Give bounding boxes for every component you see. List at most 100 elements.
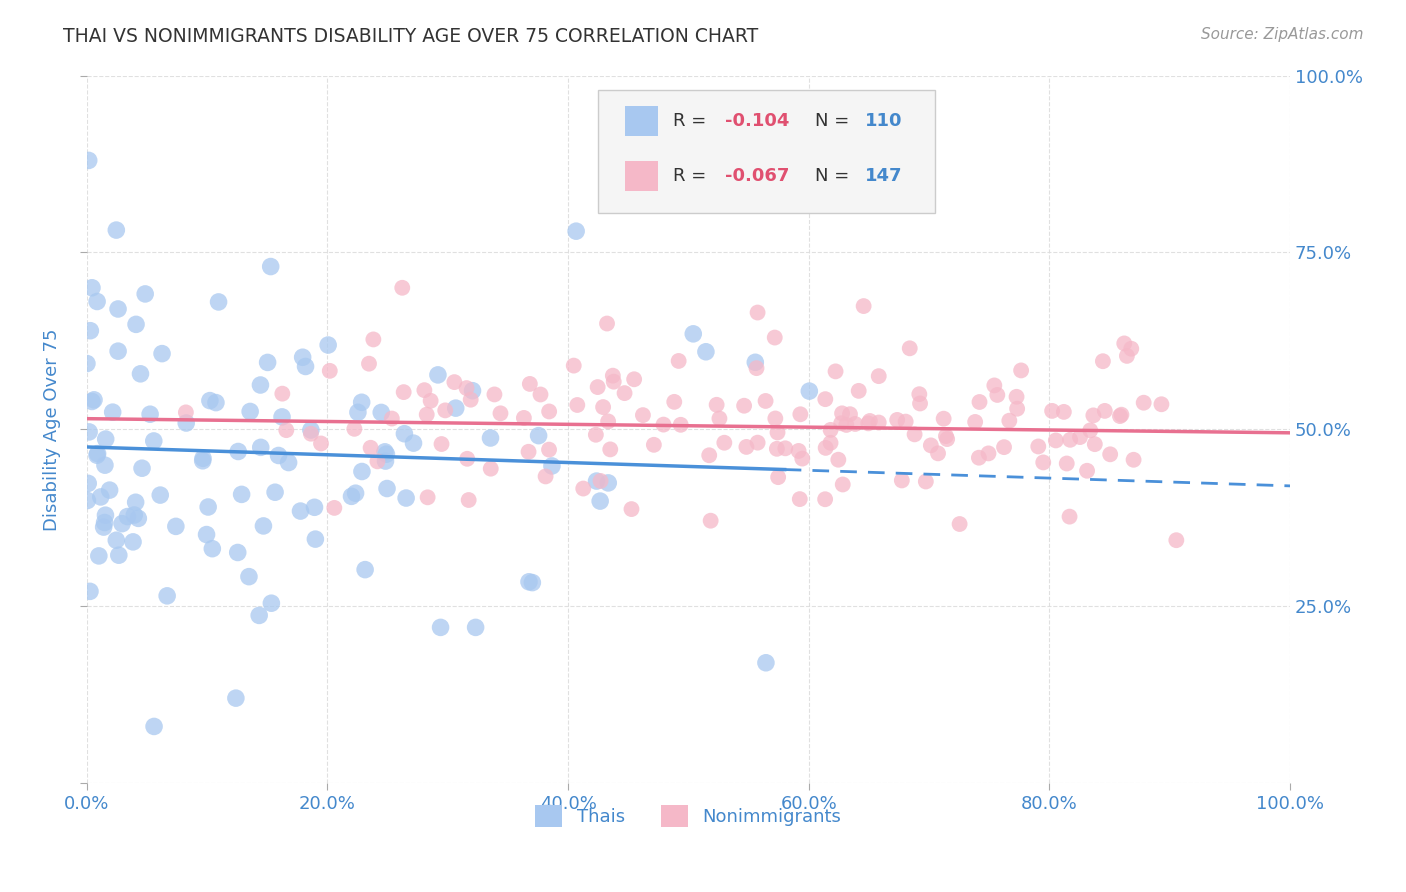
Point	[79, 324, 101, 338]
Point	[277, 456, 299, 470]
Point	[271, 386, 294, 401]
Point	[134, 287, 156, 301]
Point	[603, 375, 626, 389]
Legend: Thais, Nonimmigrants: Thais, Nonimmigrants	[529, 797, 849, 834]
Point	[107, 301, 129, 316]
Point	[122, 534, 145, 549]
Text: 110: 110	[865, 112, 903, 130]
Point	[697, 448, 720, 462]
Point	[347, 405, 370, 419]
Text: R =: R =	[673, 112, 711, 130]
Point	[898, 341, 921, 355]
Point	[299, 426, 322, 441]
Point	[105, 533, 128, 548]
Point	[413, 383, 436, 397]
Point	[814, 492, 837, 507]
Point	[94, 458, 117, 472]
Point	[967, 450, 990, 465]
Point	[652, 417, 675, 432]
Point	[434, 403, 457, 417]
Bar	[624, 161, 658, 191]
Point	[416, 491, 439, 505]
Point	[835, 417, 858, 432]
Y-axis label: Disability Age Over 75: Disability Age Over 75	[44, 328, 60, 531]
Point	[429, 620, 451, 634]
Point	[479, 461, 502, 475]
Point	[920, 438, 942, 452]
Point	[484, 387, 506, 401]
Point	[598, 414, 620, 428]
Point	[908, 387, 931, 401]
Point	[191, 454, 214, 468]
Point	[80, 394, 103, 409]
Point	[83, 392, 105, 407]
Point	[125, 318, 148, 332]
Point	[602, 368, 624, 383]
Point	[94, 508, 117, 523]
Point	[316, 338, 339, 352]
Point	[820, 423, 842, 437]
Point	[86, 447, 108, 461]
Point	[664, 395, 686, 409]
Point	[107, 344, 129, 359]
Point	[1005, 390, 1028, 404]
Point	[357, 357, 380, 371]
Point	[323, 500, 346, 515]
Point	[252, 519, 274, 533]
Point	[319, 364, 342, 378]
Point	[360, 441, 382, 455]
Point	[150, 346, 173, 360]
Point	[426, 368, 449, 382]
Text: N =: N =	[814, 112, 855, 130]
Point	[87, 549, 110, 563]
Point	[191, 451, 214, 466]
Point	[827, 452, 849, 467]
Point	[456, 381, 478, 395]
Point	[1083, 409, 1105, 423]
Point	[538, 442, 561, 457]
Point	[1091, 354, 1114, 368]
Point	[745, 361, 768, 376]
Point	[395, 491, 418, 505]
Text: R =: R =	[673, 167, 711, 185]
Point	[890, 474, 912, 488]
Point	[631, 408, 654, 422]
Point	[366, 454, 388, 468]
Point	[456, 451, 478, 466]
Point	[375, 482, 398, 496]
Point	[1032, 455, 1054, 469]
Point	[747, 305, 769, 319]
Point	[763, 411, 786, 425]
Point	[381, 411, 404, 425]
Point	[174, 416, 197, 430]
Point	[165, 519, 187, 533]
Point	[935, 429, 957, 443]
Point	[775, 442, 797, 456]
Point	[249, 378, 271, 392]
Point	[264, 485, 287, 500]
Point	[205, 395, 228, 409]
Point	[131, 461, 153, 475]
Point	[983, 378, 1005, 392]
Point	[392, 385, 415, 400]
Point	[156, 589, 179, 603]
Point	[1053, 405, 1076, 419]
Point	[668, 354, 690, 368]
Point	[1076, 464, 1098, 478]
Point	[519, 376, 541, 391]
Point	[789, 492, 811, 507]
Point	[1122, 452, 1144, 467]
Point	[598, 475, 620, 490]
Point	[174, 405, 197, 419]
Point	[969, 395, 991, 409]
Point	[226, 444, 249, 458]
Point	[260, 260, 283, 274]
Point	[124, 495, 146, 509]
Point	[522, 575, 544, 590]
Point	[90, 490, 112, 504]
Point	[706, 398, 728, 412]
Point	[903, 427, 925, 442]
Point	[374, 445, 396, 459]
Point	[567, 398, 589, 412]
Point	[527, 428, 550, 442]
